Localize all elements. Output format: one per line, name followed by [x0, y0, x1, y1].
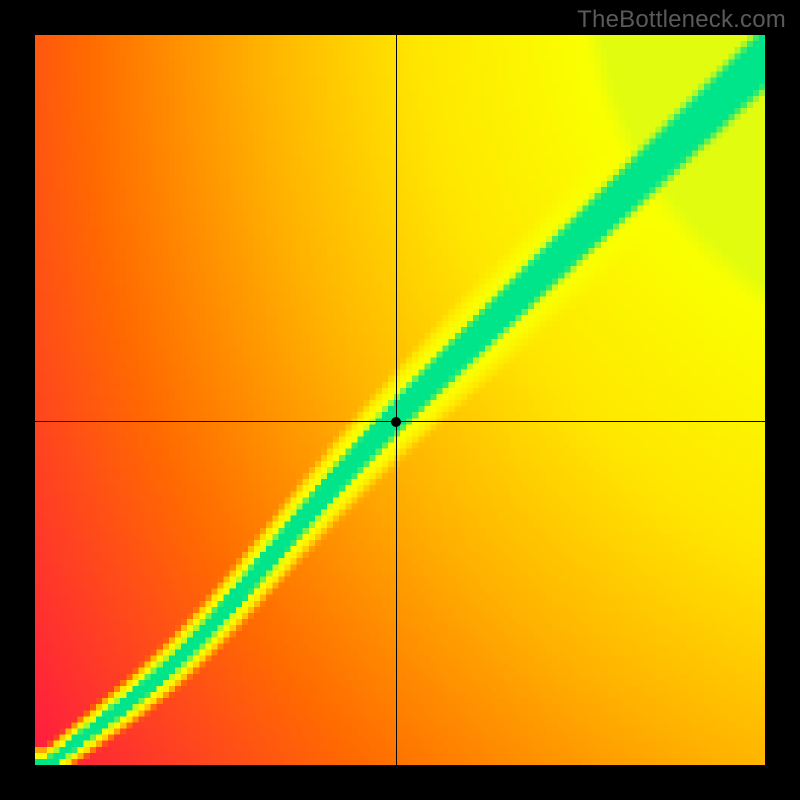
- bottleneck-heatmap: [35, 35, 765, 765]
- chart-container: TheBottleneck.com: [0, 0, 800, 800]
- crosshair-vertical: [396, 35, 397, 765]
- watermark-text: TheBottleneck.com: [577, 6, 786, 34]
